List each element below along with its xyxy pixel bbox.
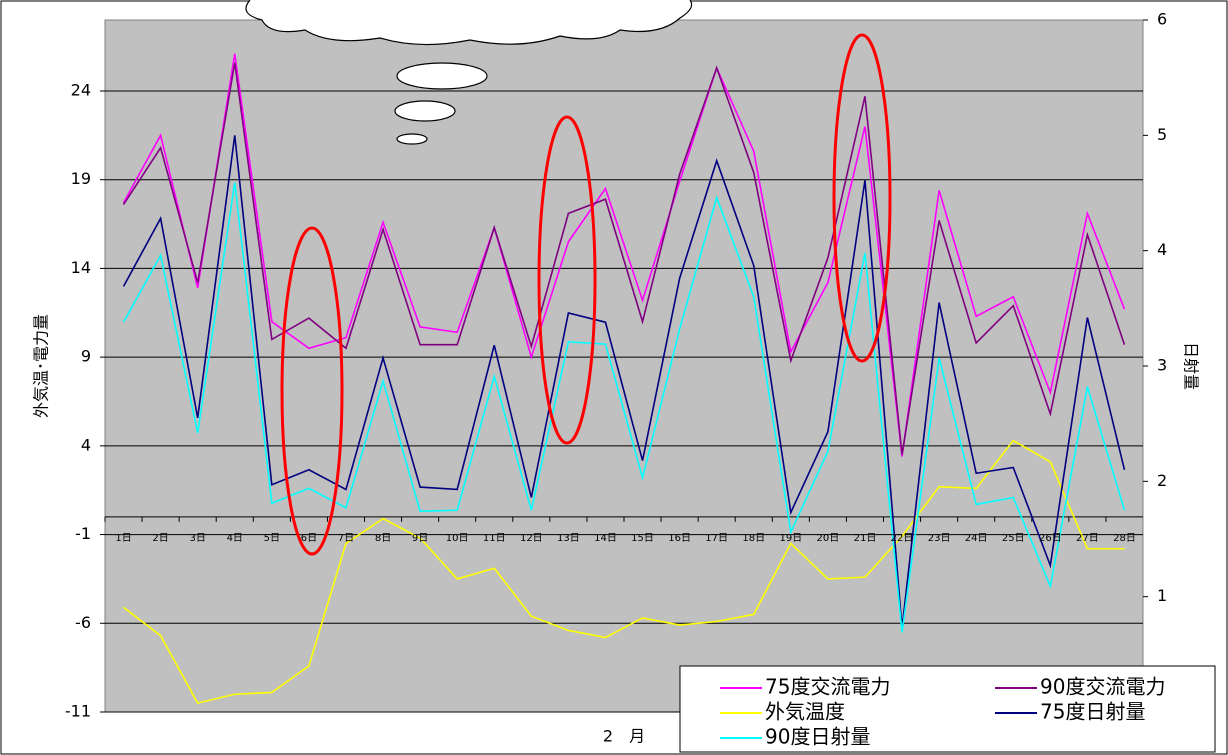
x-tick-label: 28日	[1113, 533, 1136, 544]
x-tick-label: 7日	[338, 533, 354, 544]
x-tick-label: 24日	[965, 533, 988, 544]
series-line	[122, 62, 1126, 455]
cloud	[245, 0, 693, 46]
x-tick-label: 1日	[115, 533, 131, 544]
x-tick-label: 22日	[891, 533, 914, 544]
highlight-ellipses	[280, 33, 892, 556]
x-tick-label: 20日	[817, 533, 840, 544]
legend-label: 外気温度	[765, 700, 845, 724]
x-tick-label: 25日	[1002, 533, 1025, 544]
legend	[679, 665, 1216, 753]
legend-label: 75度交流電力	[765, 675, 890, 699]
x-tick-label: 10日	[446, 533, 469, 544]
series-line	[123, 439, 1125, 705]
y-tick-label: -1	[75, 524, 91, 543]
y-tick-label: 14	[71, 258, 91, 277]
x-tick-label: 14日	[594, 533, 617, 544]
highlight-ellipse	[832, 33, 892, 363]
x-tick-label: 26日	[1039, 533, 1062, 544]
y-tick-label: -6	[75, 613, 91, 632]
x-tick-label: 15日	[631, 533, 654, 544]
x-tick-label: 27日	[1076, 533, 1099, 544]
bubble	[396, 62, 488, 90]
y2-tick-label: 3	[1157, 356, 1167, 375]
highlight-ellipse	[537, 115, 597, 445]
y-tick-label: 19	[71, 169, 91, 188]
series-line	[122, 135, 1126, 628]
y2-tick-label: 1	[1157, 586, 1167, 605]
bubble	[394, 100, 456, 122]
x-tick-label: 6日	[301, 533, 317, 544]
x-tick-label: 19日	[779, 533, 802, 544]
x-axis-title: 2 月	[603, 727, 645, 746]
x-tick-label: 21日	[854, 533, 877, 544]
x-tick-label: 16日	[668, 533, 691, 544]
x-tick-label: 5日	[264, 533, 280, 544]
highlight-ellipse	[280, 226, 344, 556]
x-tick-label: 2日	[152, 533, 168, 544]
y2-tick-label: 6	[1157, 10, 1167, 29]
legend-label: 90度交流電力	[1040, 675, 1165, 699]
y-tick-label: 9	[81, 347, 91, 366]
x-tick-label: 8日	[375, 533, 391, 544]
x-tick-label: 17日	[705, 533, 728, 544]
x-tick-label: 12日	[520, 533, 543, 544]
plot-area	[104, 19, 1144, 713]
x-tick-label: 9日	[412, 533, 428, 544]
y2-tick-label: 5	[1157, 125, 1167, 144]
legend-label: 90度日射量	[765, 725, 870, 749]
x-tick-label: 3日	[189, 533, 205, 544]
x-tick-label: 13日	[557, 533, 580, 544]
x-tick-label: 23日	[928, 533, 951, 544]
x-tick-label: 11日	[483, 533, 506, 544]
y2-axis-title: 日射量	[1182, 342, 1201, 390]
y-tick-label: -11	[65, 702, 91, 721]
x-tick-label: 18日	[742, 533, 765, 544]
thought-bubble	[245, 0, 693, 145]
y-tick-label: 24	[71, 80, 91, 99]
y2-tick-label: 4	[1157, 240, 1167, 259]
legend-label: 75度日射量	[1040, 700, 1145, 724]
y-axis-title: 外気温･電力量	[32, 314, 51, 418]
y-tick-label: 4	[81, 435, 91, 454]
x-tick-label: 4日	[227, 533, 243, 544]
series-line	[122, 53, 1126, 457]
bubble	[396, 133, 428, 145]
y2-tick-label: 2	[1157, 471, 1167, 490]
